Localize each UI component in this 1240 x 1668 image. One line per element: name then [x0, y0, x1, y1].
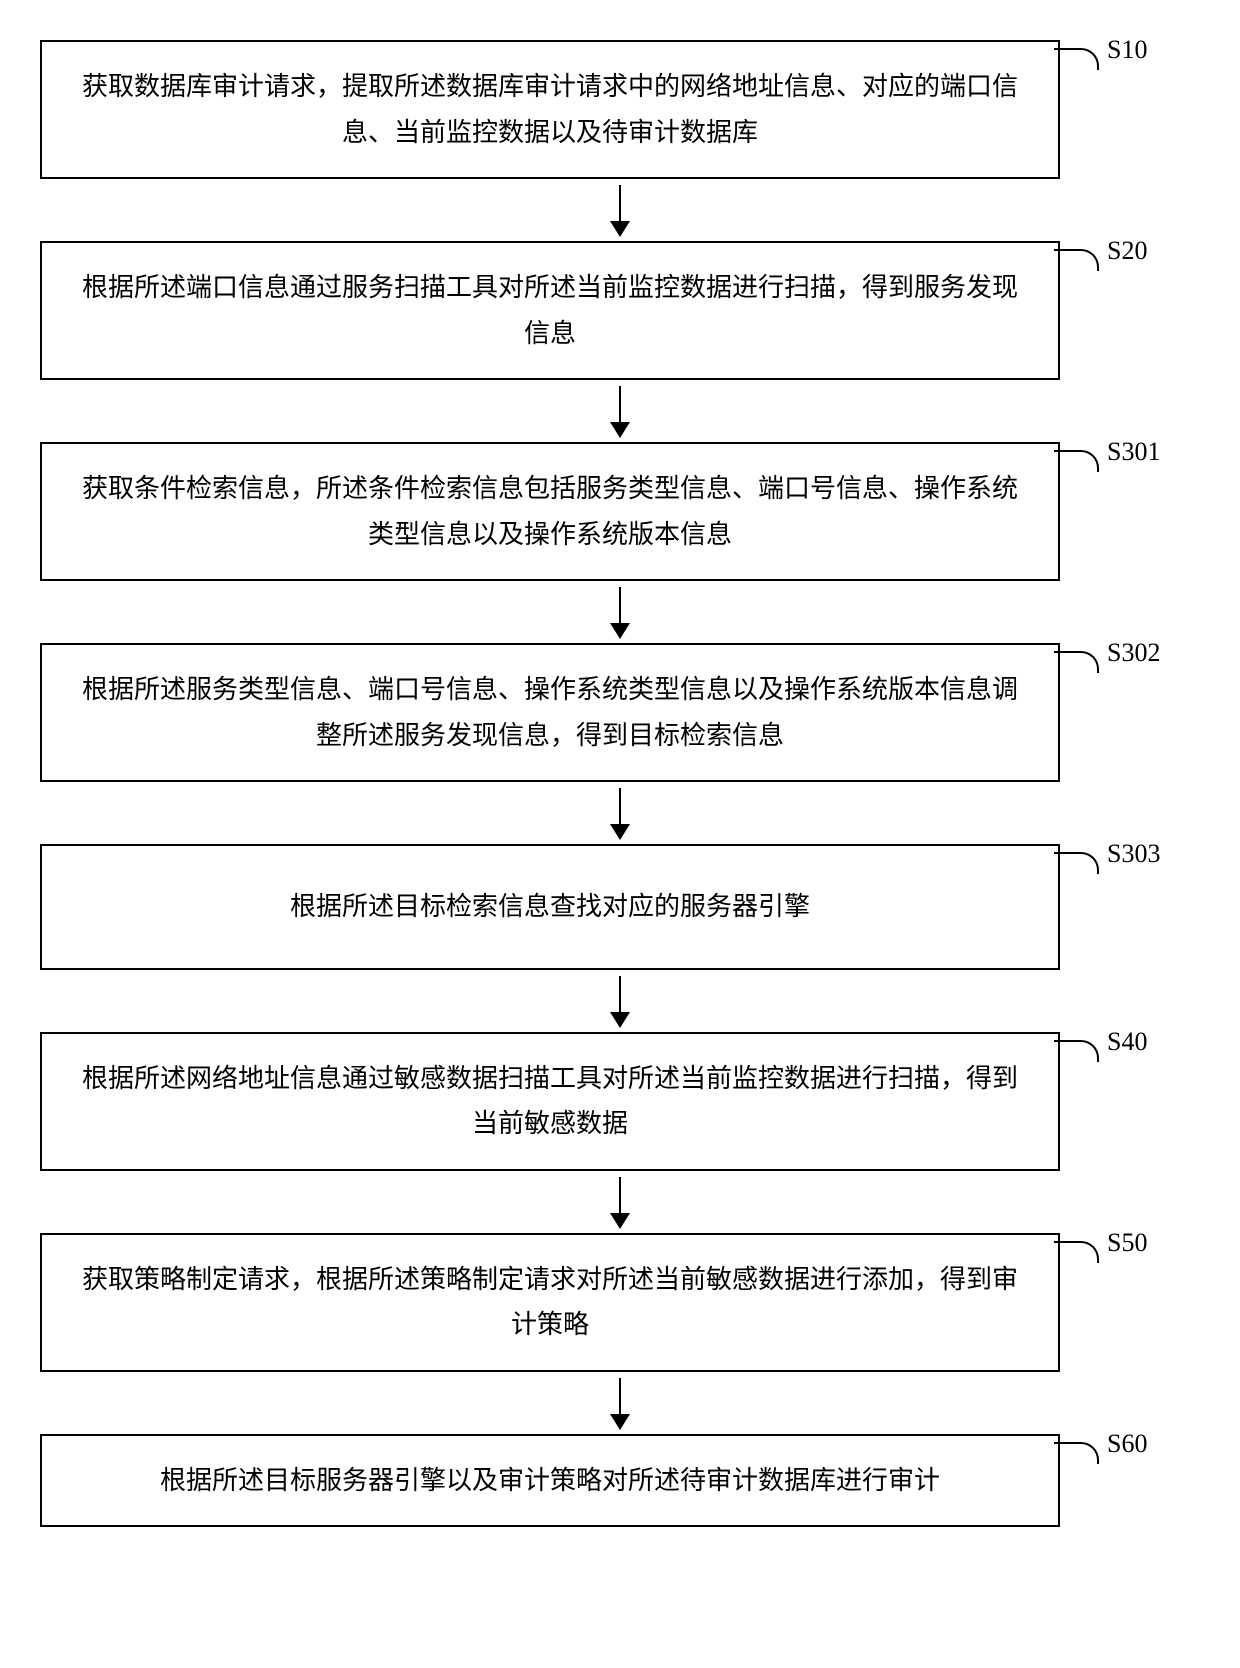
- step-box-s40: 根据所述网络地址信息通过敏感数据扫描工具对所述当前监控数据进行扫描，得到当前敏感…: [40, 1032, 1060, 1171]
- step-text: 获取策略制定请求，根据所述策略制定请求对所述当前敏感数据进行添加，得到审计策略: [72, 1257, 1028, 1348]
- step-row: 获取条件检索信息，所述条件检索信息包括服务类型信息、端口号信息、操作系统类型信息…: [40, 442, 1200, 581]
- step-row: 根据所述网络地址信息通过敏感数据扫描工具对所述当前监控数据进行扫描，得到当前敏感…: [40, 1032, 1200, 1171]
- step-label-wrap: S302: [1054, 651, 1160, 673]
- step-label-wrap: S50: [1054, 1241, 1147, 1263]
- step-label: S301: [1107, 437, 1160, 467]
- step-row: 获取策略制定请求，根据所述策略制定请求对所述当前敏感数据进行添加，得到审计策略 …: [40, 1233, 1200, 1372]
- step-label-wrap: S60: [1054, 1442, 1147, 1464]
- arrow-head-icon: [610, 1414, 630, 1430]
- step-text: 根据所述端口信息通过服务扫描工具对所述当前监控数据进行扫描，得到服务发现信息: [72, 265, 1028, 356]
- step-row: 获取数据库审计请求，提取所述数据库审计请求中的网络地址信息、对应的端口信息、当前…: [40, 40, 1200, 179]
- arrow: [110, 587, 1130, 639]
- arrow-head-icon: [610, 623, 630, 639]
- step-text: 根据所述目标检索信息查找对应的服务器引擎: [290, 884, 810, 930]
- step-text: 获取数据库审计请求，提取所述数据库审计请求中的网络地址信息、对应的端口信息、当前…: [72, 64, 1028, 155]
- step-label: S303: [1107, 839, 1160, 869]
- step-row: 根据所述服务类型信息、端口号信息、操作系统类型信息以及操作系统版本信息调整所述服…: [40, 643, 1200, 782]
- arrow-line: [619, 1378, 622, 1416]
- step-box-s302: 根据所述服务类型信息、端口号信息、操作系统类型信息以及操作系统版本信息调整所述服…: [40, 643, 1060, 782]
- arrow-line: [619, 386, 622, 424]
- connector-line: [1054, 48, 1099, 70]
- arrow-line: [619, 788, 622, 826]
- arrow-head-icon: [610, 824, 630, 840]
- step-label: S302: [1107, 638, 1160, 668]
- step-label: S60: [1107, 1429, 1147, 1459]
- arrow-line: [619, 587, 622, 625]
- arrow-line: [619, 185, 622, 223]
- connector-line: [1054, 1442, 1099, 1464]
- connector-line: [1054, 1040, 1099, 1062]
- step-text: 根据所述服务类型信息、端口号信息、操作系统类型信息以及操作系统版本信息调整所述服…: [72, 667, 1028, 758]
- arrow: [110, 386, 1130, 438]
- step-box-s50: 获取策略制定请求，根据所述策略制定请求对所述当前敏感数据进行添加，得到审计策略: [40, 1233, 1060, 1372]
- flowchart-container: 获取数据库审计请求，提取所述数据库审计请求中的网络地址信息、对应的端口信息、当前…: [40, 40, 1200, 1527]
- step-row: 根据所述端口信息通过服务扫描工具对所述当前监控数据进行扫描，得到服务发现信息 S…: [40, 241, 1200, 380]
- step-label-wrap: S301: [1054, 450, 1160, 472]
- step-label-wrap: S10: [1054, 48, 1147, 70]
- arrow-head-icon: [610, 1012, 630, 1028]
- step-label-wrap: S40: [1054, 1040, 1147, 1062]
- step-row: 根据所述目标检索信息查找对应的服务器引擎 S303: [40, 844, 1200, 970]
- step-row: 根据所述目标服务器引擎以及审计策略对所述待审计数据库进行审计 S60: [40, 1434, 1200, 1528]
- arrow: [110, 976, 1130, 1028]
- connector-line: [1054, 249, 1099, 271]
- step-label: S20: [1107, 236, 1147, 266]
- step-box-s303: 根据所述目标检索信息查找对应的服务器引擎: [40, 844, 1060, 970]
- step-box-s301: 获取条件检索信息，所述条件检索信息包括服务类型信息、端口号信息、操作系统类型信息…: [40, 442, 1060, 581]
- step-text: 获取条件检索信息，所述条件检索信息包括服务类型信息、端口号信息、操作系统类型信息…: [72, 466, 1028, 557]
- step-label: S40: [1107, 1027, 1147, 1057]
- step-label-wrap: S20: [1054, 249, 1147, 271]
- step-text: 根据所述目标服务器引擎以及审计策略对所述待审计数据库进行审计: [160, 1458, 940, 1504]
- arrow-line: [619, 1177, 622, 1215]
- connector-line: [1054, 651, 1099, 673]
- step-text: 根据所述网络地址信息通过敏感数据扫描工具对所述当前监控数据进行扫描，得到当前敏感…: [72, 1056, 1028, 1147]
- arrow: [110, 1177, 1130, 1229]
- step-box-s10: 获取数据库审计请求，提取所述数据库审计请求中的网络地址信息、对应的端口信息、当前…: [40, 40, 1060, 179]
- connector-line: [1054, 852, 1099, 874]
- arrow: [110, 788, 1130, 840]
- arrow: [110, 185, 1130, 237]
- step-label: S50: [1107, 1228, 1147, 1258]
- step-box-s60: 根据所述目标服务器引擎以及审计策略对所述待审计数据库进行审计: [40, 1434, 1060, 1528]
- arrow-line: [619, 976, 622, 1014]
- step-box-s20: 根据所述端口信息通过服务扫描工具对所述当前监控数据进行扫描，得到服务发现信息: [40, 241, 1060, 380]
- connector-line: [1054, 450, 1099, 472]
- connector-line: [1054, 1241, 1099, 1263]
- step-label: S10: [1107, 35, 1147, 65]
- arrow-head-icon: [610, 221, 630, 237]
- arrow-head-icon: [610, 422, 630, 438]
- arrow-head-icon: [610, 1213, 630, 1229]
- arrow: [110, 1378, 1130, 1430]
- step-label-wrap: S303: [1054, 852, 1160, 874]
